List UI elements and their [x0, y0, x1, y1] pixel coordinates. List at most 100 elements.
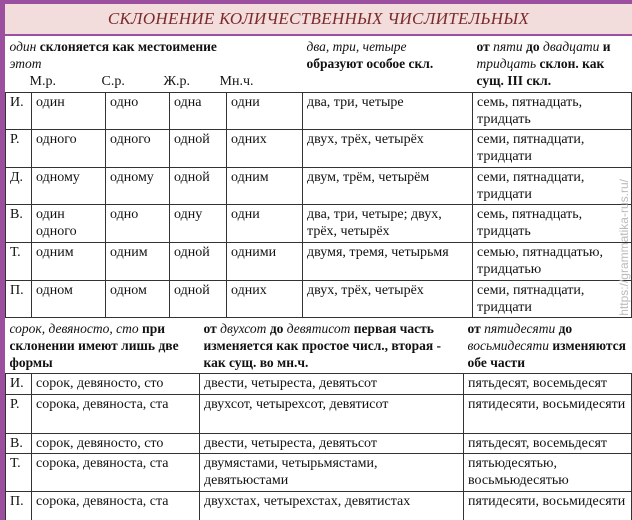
table-cell: пятидесяти, восьмидесяти: [463, 394, 632, 434]
header-pyatdesyat: от пятидесяти до восьмидесяти изменяются…: [464, 318, 632, 374]
header-odin-pronoun: этот: [9, 56, 42, 71]
table-cell: одной: [169, 280, 227, 318]
table-cell: двух, трёх, четырёх: [302, 129, 474, 168]
header-odin-word: один: [9, 39, 37, 54]
table-cell: пятьюдесятью, восьмьюдесятью: [463, 453, 632, 492]
table-cell: сорок, девяносто, сто: [30, 373, 201, 395]
table-cell: одним: [105, 242, 170, 281]
table-cell: одними: [225, 242, 304, 281]
table-cell: одному: [105, 167, 170, 205]
table-cell: двух, трёх, четырёх: [302, 280, 474, 318]
header-pyatdesyat-part: изменяются обе части: [467, 338, 626, 370]
table-cell: двести, четыреста, девятьсот: [199, 373, 465, 395]
table-row: Т. сорока, девяноста, ста двумястами, четы…: [5, 453, 632, 492]
case-label: Д.: [5, 167, 32, 205]
case-label: Т.: [5, 453, 32, 492]
table-cell: одной: [169, 167, 227, 205]
header-pyat-part: и: [599, 39, 611, 54]
table-cell: одного: [31, 129, 106, 168]
header-dvesti-part: до: [266, 321, 287, 336]
table-cell: двумястами, четырьмястами, девятьюстами: [199, 453, 465, 492]
table-cell: семи, пятнадцати, тридцати: [472, 280, 632, 318]
bottom-header: сорок, девяносто, сто при склонении имею…: [6, 318, 632, 374]
table-row: И. один одно одна одни два, три, четыре семь, …: [5, 92, 632, 130]
header-pyat-part: от: [476, 39, 494, 54]
table-cell: один одного: [31, 204, 106, 243]
table-cell: одни: [225, 92, 304, 130]
table-cell: одного: [105, 129, 170, 168]
header-odin: один склоняется как местоимение этот М.р…: [6, 36, 303, 93]
table-cell: одни: [225, 204, 304, 243]
table-row: Р. одного одного одной одних двух, трёх, четы…: [5, 129, 632, 168]
header-pyat-part: до: [522, 39, 543, 54]
table-row: П. сорока, девяноста, ста двухстах, четыре…: [5, 491, 632, 520]
table-cell: одной: [169, 129, 227, 168]
header-dvesti: от двухсот до девятисот первая часть изм…: [200, 318, 464, 374]
case-label: П.: [5, 491, 32, 520]
header-pyat-part: пяти: [493, 39, 523, 54]
table-cell: одной: [169, 242, 227, 281]
table-cell: пятьдесят, восемьдесят: [463, 373, 632, 395]
header-pyatdesyat-part: от: [467, 321, 485, 336]
table-cell: двум, трём, четырём: [302, 167, 474, 205]
table-cell: семь, пятнадцать, тридцать: [472, 204, 632, 243]
top-table-body: И. один одно одна одни два, три, четыре семь, …: [5, 92, 632, 318]
header-dva-text: образуют особое скл.: [306, 56, 434, 71]
table-cell: сорока, девяноста, ста: [30, 453, 201, 492]
page-title: СКЛОНЕНИЕ КОЛИЧЕСТВЕННЫХ ЧИСЛИТЕЛЬНЫХ: [5, 4, 632, 36]
top-header: один склоняется как местоимение этот М.р…: [6, 36, 632, 93]
table-cell: одним: [225, 167, 304, 205]
header-dvesti-part: первая часть изменяется как простое числ…: [203, 321, 442, 370]
header-pyat-part: двадцати: [543, 39, 600, 54]
table-cell: пятьдесят, восемьдесят: [463, 433, 632, 454]
table-cell: один: [31, 92, 106, 130]
header-pyatdesyat-part: восьмидесяти: [467, 338, 550, 353]
table-row: Т. одним одним одной одними двумя, тремя, чет…: [5, 242, 632, 281]
header-sorok-words: сорок, девяносто, сто: [9, 321, 139, 336]
table-cell: одна: [169, 92, 227, 130]
table-cell: двести, четыреста, девятьсот: [199, 433, 465, 454]
table-row: Р. сорока, девяноста, ста двухсот, четырех…: [5, 394, 632, 434]
table-row: Д. одному одному одной одним двум, трём, четы…: [5, 167, 632, 205]
table-cell: семью, пятнадцатью, тридцатью: [472, 242, 632, 281]
table-cell: два, три, четыре: [302, 92, 474, 130]
case-label: В.: [5, 433, 32, 454]
header-pyat: от пяти до двадцати и тридцать склон. ка…: [473, 36, 632, 93]
subhead-n: С.р.: [101, 74, 125, 89]
header-dvesti-part: двухсот: [220, 321, 267, 336]
case-label: Р.: [5, 394, 32, 434]
table-cell: одно: [105, 92, 170, 130]
table-cell: сорока, девяноста, ста: [30, 394, 201, 434]
table-cell: одно: [105, 204, 170, 243]
table-cell: двухстах, четырехстах, девятистах: [199, 491, 465, 520]
subhead-pl: Мн.ч.: [219, 74, 254, 89]
table-cell: семь, пятнадцать, тридцать: [472, 92, 632, 130]
table-cell: два, три, четыре; двух, трёх, четырёх: [302, 204, 474, 243]
table-row: В. один одного одно одну одни два, три, четыр…: [5, 204, 632, 243]
table-cell: семи, пятнадцати, тридцати: [472, 167, 632, 205]
table-cell: одном: [31, 280, 106, 318]
table-cell: сорока, девяноста, ста: [30, 491, 201, 520]
table-cell: пятидесяти, восьмидесяти: [463, 491, 632, 520]
header-dvesti-part: девятисот: [286, 321, 351, 336]
header-pyatdesyat-part: до: [555, 321, 573, 336]
subhead-f: Ж.р.: [163, 74, 191, 89]
table-cell: одном: [105, 280, 170, 318]
watermark: https://grammatika-rus.ru/: [617, 179, 631, 316]
bottom-table-body: И. сорок, девяносто, сто двести, четыреста…: [5, 373, 632, 520]
table-row: В. сорок, девяносто, сто двести, четыреста…: [5, 433, 632, 454]
case-label: И.: [5, 92, 32, 130]
header-sorok-text: при склонении имеют лишь две формы: [9, 321, 179, 370]
table-cell: сорок, девяносто, сто: [30, 433, 201, 454]
table-row: П. одном одном одной одних двух, трёх, четырё…: [5, 280, 632, 318]
table-cell: одну: [169, 204, 227, 243]
header-dvesti-part: от: [203, 321, 221, 336]
table-cell: двумя, тремя, четырьмя: [302, 242, 474, 281]
table-cell: одних: [225, 280, 304, 318]
header-sorok: сорок, девяносто, сто при склонении имею…: [6, 318, 200, 374]
table-cell: семи, пятнадцати, тридцати: [472, 129, 632, 168]
header-pyat-part: склон. как сущ. III скл.: [476, 56, 605, 88]
case-label: Т.: [5, 242, 32, 281]
table-cell: одних: [225, 129, 304, 168]
